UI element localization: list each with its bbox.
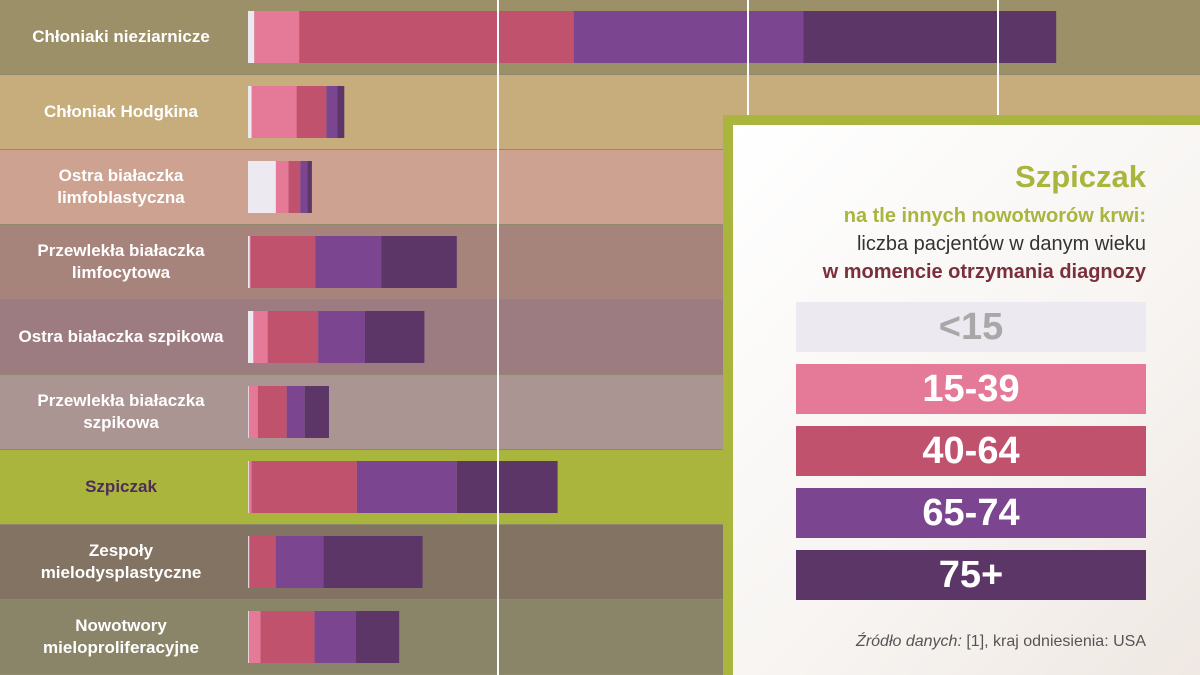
bar-segment [299,11,574,63]
bar-segment [249,536,276,588]
legend-subtitle-line2: liczba pacjentów w danym wieku [856,233,1146,255]
bar-segment [803,11,1057,63]
category-label-text: Chłoniak Hodgkina [44,102,198,121]
category-label: Ostra białaczka limfoblastyczna [0,150,242,224]
legend-item: 75+ [796,550,1146,600]
legend-item: 40-64 [796,426,1146,476]
data-source: Źródło danych: [1], kraj odniesienia: US… [856,633,1146,651]
category-label-text: Przewlekła białaczka szpikowa [37,391,205,432]
bar-segment [248,236,250,288]
category-label: Zespoły mielodysplastyczne [0,525,242,599]
bar-segment [253,311,268,363]
bar-segment [304,386,329,438]
legend-title: Szpiczak [1015,159,1146,194]
bar-segment [248,311,254,363]
bar-segment [456,461,558,513]
bar-segment [356,611,400,663]
bar-segment [248,461,249,513]
bar-segment [250,236,316,288]
legend-item: 15-39 [796,364,1146,414]
bar-segment [381,236,457,288]
bar-segment [286,386,305,438]
bar-segment [573,11,804,63]
bar-segment [254,11,300,63]
bar-segment [248,386,258,438]
bar-segment [296,86,327,138]
bar-segment [251,86,297,138]
category-label: Ostra białaczka szpikowa [0,300,242,374]
legend-subtitle-line3: w momencie otrzymania diagnozy [822,261,1146,283]
category-label-text: Ostra białaczka limfoblastyczna [57,166,185,207]
category-label: Przewlekła białaczka limfocytowa [0,225,242,299]
legend-item: 65-74 [796,488,1146,538]
bar-segment [248,611,249,663]
bar-segment [326,86,338,138]
bar-segment [288,161,301,213]
category-label-text: Nowotwory mieloproliferacyjne [43,616,199,657]
bar-segment [356,461,457,513]
category-label-text: Szpiczak [85,477,157,496]
category-label: Przewlekła białaczka szpikowa [0,375,242,449]
bar-segment [248,11,255,63]
bar-segment [307,161,312,213]
legend-subtitle-line1: na tle innych nowotworów krwi: [843,205,1146,227]
bar-segment [323,536,423,588]
bar-segment [365,311,425,363]
data-source-label: Źródło danych: [856,633,962,650]
category-label: Nowotwory mieloproliferacyjne [0,600,242,674]
legend-panel: Szpiczak na tle innych nowotworów krwi: … [733,125,1200,675]
bar-segment [300,161,308,213]
bar-segment [249,236,251,288]
bar-segment [314,611,356,663]
category-label-text: Ostra białaczka szpikowa [18,327,224,346]
category-label: Chłoniak Hodgkina [0,75,242,149]
bar-segment [260,611,315,663]
category-label-text: Zespoły mielodysplastyczne [40,541,202,582]
category-label: Chłoniaki nieziarnicze [0,0,242,74]
bar-segment [248,386,249,438]
bar-segment [248,536,249,588]
bar-segment [257,386,287,438]
category-label: Szpiczak [0,450,242,524]
bar-segment [267,311,319,363]
bar-segment [248,611,261,663]
legend-card: Szpiczak na tle innych nowotworów krwi: … [723,115,1200,675]
data-source-text: [1], kraj odniesienia: USA [966,633,1146,650]
bar-segment [251,461,357,513]
category-label-text: Chłoniaki nieziarnicze [32,27,210,46]
bar-segment [275,536,324,588]
bar-segment [315,236,382,288]
bar-segment [248,86,252,138]
legend-item: <15 [796,302,1146,352]
category-label-text: Przewlekła białaczka limfocytowa [37,241,205,282]
bar-segment [248,161,276,213]
bar-segment [248,536,250,588]
bar-segment [275,161,289,213]
bar-segment [248,461,252,513]
bar-segment [337,86,345,138]
bar-segment [318,311,365,363]
